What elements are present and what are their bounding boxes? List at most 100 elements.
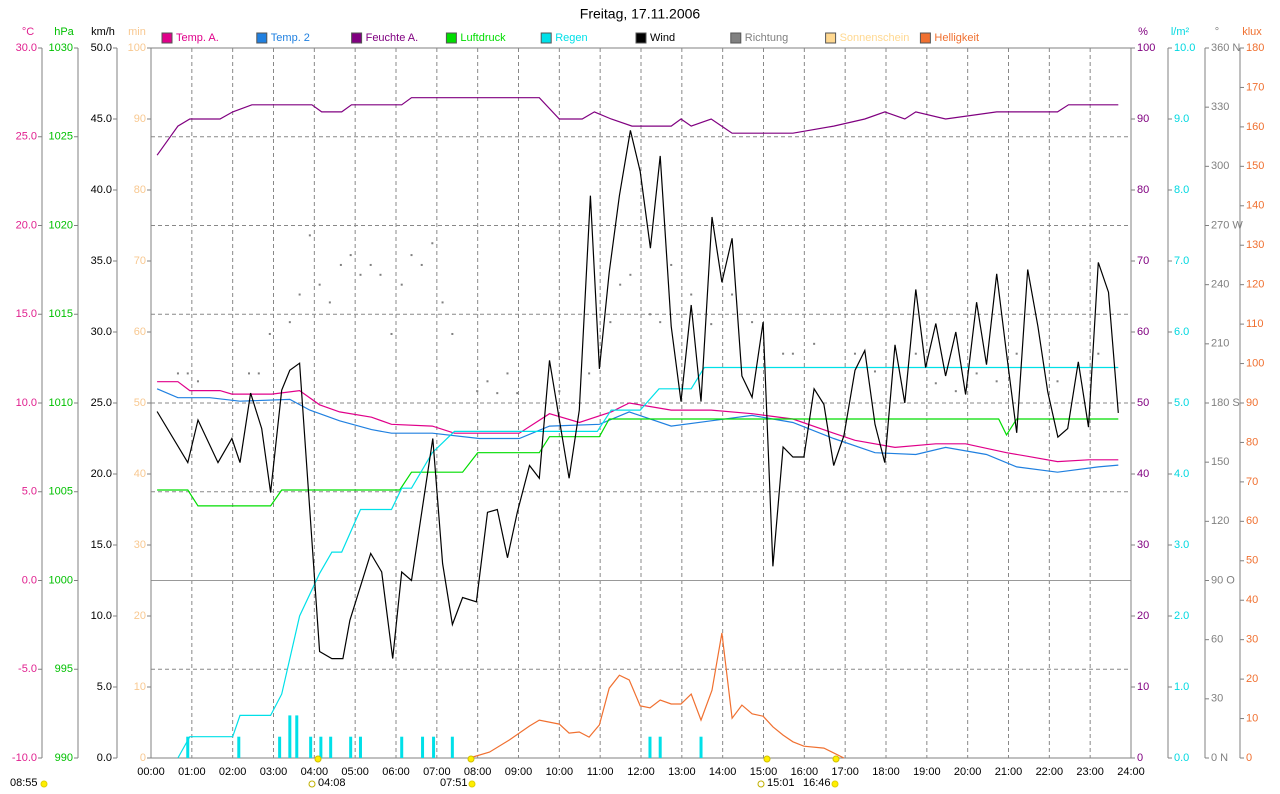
y-tick-label: 140: [1246, 200, 1264, 212]
y-tick-label: 90: [134, 113, 146, 125]
rain-bar: [237, 736, 241, 758]
direction-dot: [813, 342, 816, 345]
y-tick-label: 80: [134, 184, 146, 196]
rain-bar: [648, 736, 652, 758]
moon-icon: [757, 780, 765, 788]
y-tick-label: 990: [55, 752, 73, 764]
y-tick-label: 80: [1246, 436, 1258, 448]
y-tick-label: 50.0: [91, 42, 112, 54]
y-tick-label: 35.0: [91, 255, 112, 267]
sun-moon-time: 08:55: [10, 777, 38, 789]
y-tick-label: 70: [134, 255, 146, 267]
y-tick-label: 3.0: [1174, 539, 1189, 551]
x-tick-label: 16:00: [791, 766, 819, 778]
y-tick-label: 2.0: [1174, 610, 1189, 622]
direction-dot: [476, 390, 479, 393]
direction-dot: [873, 370, 876, 373]
x-tick-label: 01:00: [178, 766, 206, 778]
direction-dot: [751, 321, 754, 324]
y-tick-label: 0.0: [1174, 752, 1189, 764]
legend-label: Regen: [555, 32, 587, 44]
y-tick-label: 30: [1137, 539, 1149, 551]
direction-dot: [298, 293, 301, 296]
legend-swatch: [161, 32, 173, 44]
x-tick-label: 12:00: [627, 766, 655, 778]
rain-bar: [699, 736, 703, 758]
y-tick-label: -5.0: [18, 663, 37, 675]
y-tick-label: 20: [1246, 673, 1258, 685]
direction-dot: [791, 352, 794, 355]
y-tick-label: 30: [1211, 693, 1223, 705]
y-tick-label: 120: [1246, 279, 1264, 291]
legend-swatch: [825, 32, 837, 44]
direction-dot: [349, 254, 352, 257]
y-tick-label: 7.0: [1174, 255, 1189, 267]
direction-dot: [516, 392, 519, 395]
legend-label: Luftdruck: [460, 32, 506, 44]
x-tick-label: 04:00: [301, 766, 329, 778]
y-tick-label: 30.0: [16, 42, 37, 54]
y-tick-label: 100: [1137, 42, 1155, 54]
series-line: [469, 632, 845, 759]
legend-label: Feuchte A.: [366, 32, 419, 44]
y-tick-label: 0: [140, 752, 146, 764]
y-tick-label: 1.0: [1174, 681, 1189, 693]
direction-dot: [379, 273, 382, 276]
rain-bar: [358, 736, 362, 758]
direction-dot: [257, 372, 260, 375]
y-tick-label: 5.0: [97, 681, 112, 693]
y-tick-label: 360 N: [1211, 42, 1240, 54]
y-tick-label: 15.0: [16, 308, 37, 320]
y-tick-label: 1020: [49, 219, 73, 231]
axis-unit: °: [1215, 26, 1219, 38]
legend-swatch: [256, 32, 268, 44]
y-tick-label: 1030: [49, 42, 73, 54]
y-tick-label: 180: [1246, 42, 1264, 54]
y-tick-label: 0 N: [1211, 752, 1228, 764]
moon-icon: [308, 780, 316, 788]
y-tick-label: 70: [1137, 255, 1149, 267]
y-tick-label: 60: [134, 326, 146, 338]
y-tick-label: 5.0: [1174, 397, 1189, 409]
legend-label: Temp. 2: [271, 32, 310, 44]
x-tick-label: 03:00: [260, 766, 288, 778]
direction-dot: [659, 321, 662, 324]
axis-unit: km/h: [91, 26, 115, 38]
rain-bar: [432, 736, 436, 758]
y-tick-label: 8.0: [1174, 184, 1189, 196]
legend-label: Wind: [650, 32, 675, 44]
series-line: [156, 97, 1119, 156]
legend-label: Sonnenschein: [840, 32, 910, 44]
y-tick-label: 25.0: [91, 397, 112, 409]
direction-dot: [496, 392, 499, 395]
direction-dot: [710, 323, 713, 326]
y-tick-label: 50: [1246, 555, 1258, 567]
y-tick-label: 4.0: [1174, 468, 1189, 480]
y-tick-label: 1015: [49, 308, 73, 320]
y-tick-label: 0.0: [97, 752, 112, 764]
y-tick-label: 10: [1137, 681, 1149, 693]
direction-dot: [934, 382, 937, 385]
legend-swatch: [445, 32, 457, 44]
x-tick-label: 13:00: [668, 766, 696, 778]
series-line: [156, 388, 1119, 473]
y-tick-label: 70: [1246, 476, 1258, 488]
axis-unit: hPa: [54, 26, 74, 38]
y-tick-label: 5.0: [22, 486, 37, 498]
y-tick-label: 330: [1211, 101, 1229, 113]
direction-dot: [954, 390, 957, 393]
direction-dot: [853, 352, 856, 355]
legend-label: Helligkeit: [934, 32, 979, 44]
direction-dot: [400, 283, 403, 286]
x-tick-label: 09:00: [505, 766, 533, 778]
direction-dot: [441, 301, 444, 304]
rain-bar: [309, 736, 313, 758]
x-tick-label: 10:00: [546, 766, 574, 778]
direction-dot: [588, 372, 591, 375]
y-tick-label: 20: [1137, 610, 1149, 622]
legend-label: Richtung: [745, 32, 788, 44]
y-tick-label: 160: [1246, 121, 1264, 133]
y-tick-label: 50: [134, 397, 146, 409]
direction-dot: [609, 321, 612, 324]
